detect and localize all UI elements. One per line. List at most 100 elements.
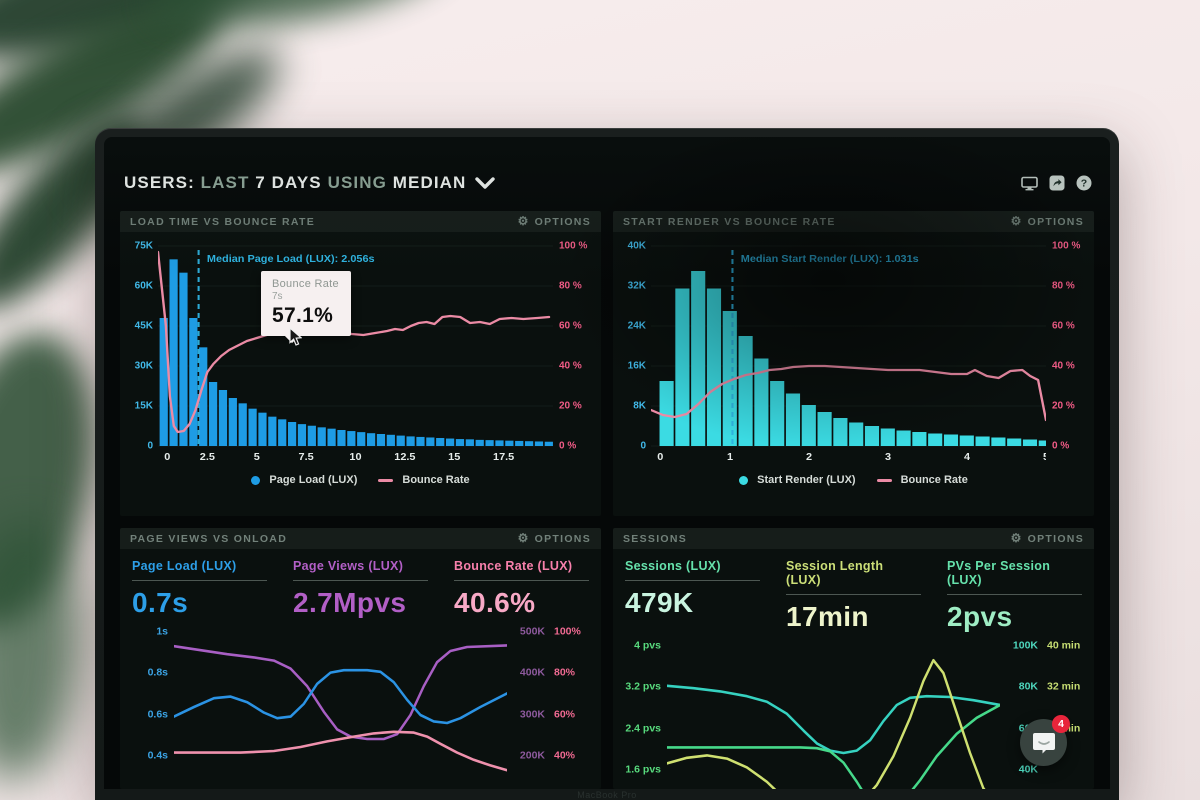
y-tick-label: 400K (519, 666, 545, 679)
page-views-chart[interactable] (174, 627, 507, 787)
y-axis-right: 100 % 80 % 60 % 40 % 20 % 0 % (1046, 240, 1088, 466)
legend-dot (251, 475, 261, 485)
chart-legend: Page Load (LUX) Bounce Rate (120, 474, 601, 486)
y-tick-label: 40% (554, 749, 576, 762)
x-tick-label: 0 (657, 451, 663, 463)
y-tick-label: 200K (519, 749, 545, 762)
metric-value: 0.7s (132, 587, 189, 618)
options-button[interactable]: OPTIONS (518, 215, 591, 228)
metric-divider (625, 580, 760, 581)
dashboard-header: USERS: LAST 7 DAYS USING MEDIAN ? (124, 173, 1092, 193)
y-tick-label: 32K (627, 280, 646, 292)
legend-label: Page Load (LUX) (269, 474, 358, 486)
y-tick-label: 20 % (1052, 400, 1075, 412)
plant-leaf (0, 516, 89, 784)
y-tick-label: 0.6s (147, 708, 168, 721)
screen: USERS: LAST 7 DAYS USING MEDIAN ? (104, 137, 1110, 789)
legend-dot (739, 475, 749, 485)
start-render-chart[interactable]: Median Start Render (LUX): 1.031s 0 1 2 3 4 5 (651, 242, 1046, 466)
y-tick-label: 80 % (559, 280, 582, 292)
chat-unread-badge: 4 (1052, 715, 1070, 733)
panel-header: START RENDER VS BOUNCE RATE OPTIONS (613, 211, 1094, 232)
chat-button[interactable]: 4 (1020, 715, 1070, 766)
series-bounce-rate-lux- (174, 730, 507, 772)
metric-divider (293, 580, 428, 581)
bounce-rate-tooltip: Bounce Rate 7s 57.1% (261, 271, 351, 336)
laptop: USERS: LAST 7 DAYS USING MEDIAN ? (95, 128, 1119, 800)
x-tick-label: 5 (254, 451, 260, 463)
y-tick-label: 30K (134, 360, 153, 372)
y-axis-left: 75K 60K 45K 30K 15K 0 (126, 240, 158, 466)
median-annotation: Median Page Load (LUX): 2.056s (207, 253, 375, 265)
y-axis-left: 4 pvs 3.2 pvs 2.4 pvs 1.6 pvs (621, 638, 667, 789)
chart-area: 40K 32K 24K 16K 8K 0 Median Start Render (LUX… (619, 240, 1088, 466)
gear-icon (518, 532, 530, 545)
y-tick-pair: 80K 32 min (1004, 681, 1081, 693)
panel-title: PAGE VIEWS VS ONLOAD (130, 532, 288, 545)
panel-sessions: SESSIONS OPTIONS Sessions (LUX) 479K Ses… (613, 528, 1094, 789)
y-axis-left: 1s 0.8s 0.6s 0.4s (128, 624, 174, 787)
panel-header: PAGE VIEWS VS ONLOAD OPTIONS (120, 528, 601, 549)
metric-label: Session Length (LUX) (786, 559, 884, 587)
x-tick-label: 5 (1043, 451, 1046, 463)
y-tick-label: 16K (627, 360, 646, 372)
mouse-cursor-icon (289, 327, 302, 346)
title-part: MEDIAN (392, 173, 467, 192)
svg-text:?: ? (1081, 178, 1087, 190)
y-tick-label: 1s (156, 624, 168, 637)
median-annotation: Median Start Render (LUX): 1.031s (741, 253, 919, 265)
y-tick-label: 4 pvs (634, 638, 661, 651)
metric-label: Bounce Rate (LUX) (454, 559, 573, 573)
metric-page-views: Page Views (LUX) 2.7Mpvs (293, 559, 428, 619)
x-tick-label: 4 (964, 451, 970, 463)
y-tick-label: 75K (134, 240, 153, 252)
y-tick-label: 20 % (559, 400, 582, 412)
y-tick-pair: 40K (1004, 764, 1047, 776)
sessions-chart[interactable] (667, 641, 1000, 789)
x-tick-label: 2.5 (200, 451, 215, 463)
help-icon[interactable]: ? (1076, 175, 1092, 191)
y-tick-label: 0 (640, 440, 646, 452)
load-time-chart[interactable]: Median Page Load (LUX): 2.056s 0 2.5 5 7.5 10… (158, 242, 553, 466)
y-tick-label: 8K (633, 400, 646, 412)
metric-value: 17min (786, 601, 869, 632)
metric-session-length: Session Length (LUX) 17min (786, 559, 921, 633)
y-tick-label: 60% (554, 708, 576, 721)
x-tick-label: 0 (164, 451, 170, 463)
header-icons: ? (1021, 175, 1092, 191)
y-tick-label: 40K (627, 240, 646, 252)
metric-divider (132, 580, 267, 581)
y-tick-label: 40 % (1052, 360, 1075, 372)
options-button[interactable]: OPTIONS (1011, 532, 1084, 545)
metric-pvs-per-session: PVs Per Session (LUX) 2pvs (947, 559, 1082, 633)
panel-header: LOAD TIME VS BOUNCE RATE OPTIONS (120, 211, 601, 232)
tooltip-sub: 7s (272, 291, 283, 302)
y-tick-label: 2.4 pvs (625, 722, 661, 735)
metric-value: 2.7Mpvs (293, 587, 407, 618)
y-tick-label: 60 % (559, 320, 582, 332)
users-filter-dropdown[interactable]: USERS: LAST 7 DAYS USING MEDIAN (124, 173, 496, 193)
metric-divider (786, 594, 921, 595)
title-part: LAST (200, 173, 250, 192)
options-button[interactable]: OPTIONS (518, 532, 591, 545)
metric-sessions: Sessions (LUX) 479K (625, 559, 760, 633)
x-tick-label: 2 (806, 451, 812, 463)
legend-label: Bounce Rate (402, 474, 470, 486)
y-tick-label: 300K (519, 708, 545, 721)
share-icon[interactable] (1049, 175, 1065, 191)
panel-title: LOAD TIME VS BOUNCE RATE (130, 215, 316, 228)
series-pvs-per-session-lux- (667, 703, 1000, 789)
y-tick-label: 40 min (1047, 638, 1081, 651)
panel-header: SESSIONS OPTIONS (613, 528, 1094, 549)
options-button[interactable]: OPTIONS (1011, 215, 1084, 228)
y-axis-right: 500K 100% 400K 80% 300K 60% 200K 40% (507, 625, 593, 787)
metric-bounce-rate: Bounce Rate (LUX) 40.6% (454, 559, 589, 619)
y-tick-label: 60 % (1052, 320, 1075, 332)
series-sessions-lux- (667, 684, 1000, 755)
tooltip-value: 57.1% (272, 304, 334, 327)
display-icon[interactable] (1021, 176, 1038, 191)
series-page-views-lux- (174, 644, 507, 741)
metric-divider (454, 580, 589, 581)
y-tick-label: 100 % (1052, 240, 1081, 252)
y-tick-label: 80 % (1052, 280, 1075, 292)
